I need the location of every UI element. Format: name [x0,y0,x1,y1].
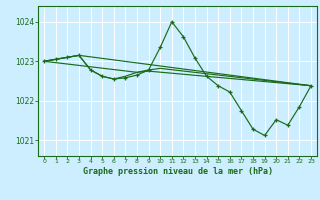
X-axis label: Graphe pression niveau de la mer (hPa): Graphe pression niveau de la mer (hPa) [83,167,273,176]
